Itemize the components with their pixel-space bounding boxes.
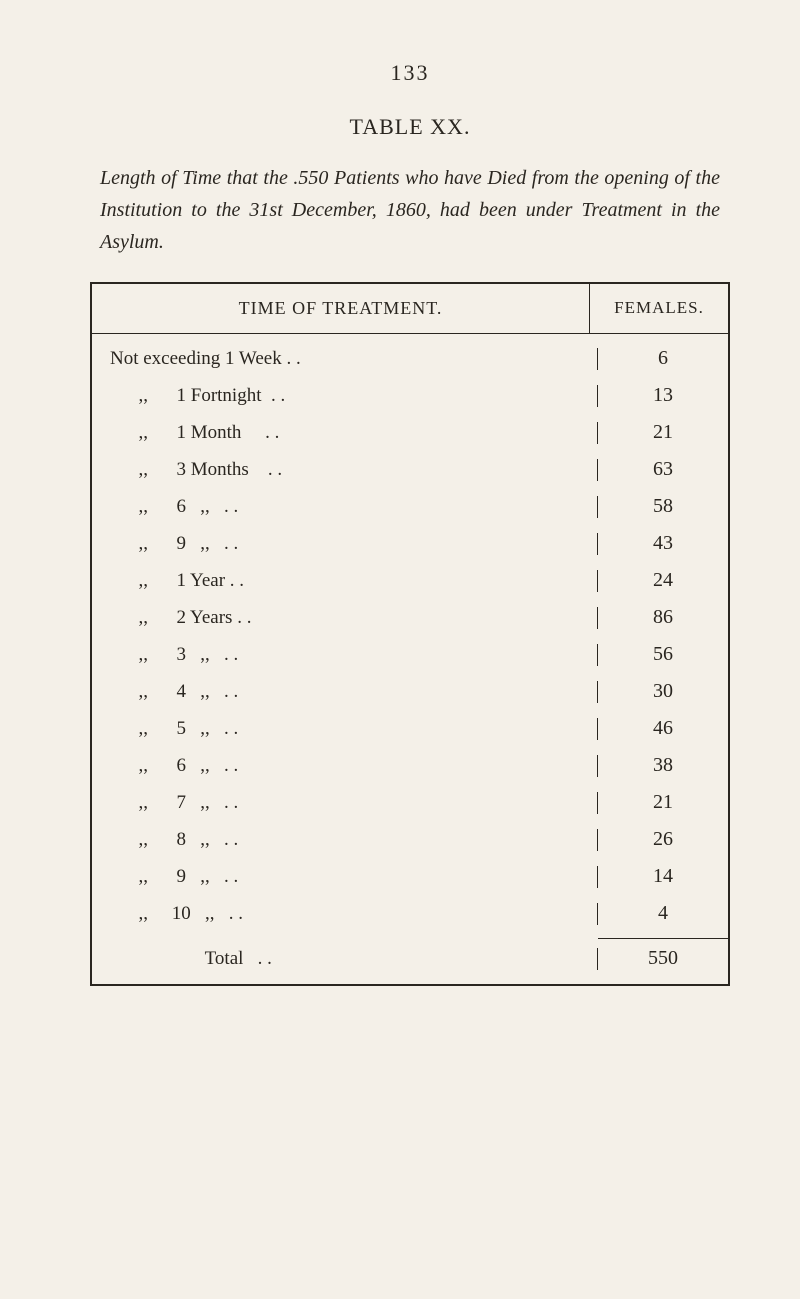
row-value: 43: [598, 532, 728, 555]
row-value: 26: [598, 828, 728, 851]
row-value: 30: [598, 680, 728, 703]
row-label: ,, 8 ,, . .: [92, 829, 598, 851]
table-row: ,, 7 ,, . . 21: [92, 784, 728, 821]
table-row: ,, 1 Month . . 21: [92, 414, 728, 451]
table-row: Not exceeding 1 Week . . 6: [92, 340, 728, 377]
total-value: 550: [598, 938, 728, 970]
caption-text: Length of Time that the .550 Patients wh…: [100, 167, 720, 253]
row-label: ,, 9 ,, . .: [92, 533, 598, 555]
table-row: ,, 10 ,, . . 4: [92, 895, 728, 932]
row-value: 86: [598, 606, 728, 629]
row-value: 58: [598, 495, 728, 518]
table-row: ,, 3 ,, . . 56: [92, 636, 728, 673]
row-label: ,, 3 Months . .: [92, 459, 598, 481]
table-row: ,, 3 Months . . 63: [92, 451, 728, 488]
row-value: 38: [598, 754, 728, 777]
table-body: Not exceeding 1 Week . . 6 ,, 1 Fortnigh…: [92, 334, 728, 984]
table-row: ,, 8 ,, . . 26: [92, 821, 728, 858]
table-row: ,, 2 Years . . 86: [92, 599, 728, 636]
row-label: ,, 10 ,, . .: [92, 903, 598, 925]
column-header-females: FEMALES.: [590, 284, 728, 333]
table-row: ,, 1 Fortnight . . 13: [92, 377, 728, 414]
row-label: ,, 6 ,, . .: [92, 755, 598, 777]
row-label: ,, 2 Years . .: [92, 607, 598, 629]
table-row: ,, 9 ,, . . 43: [92, 525, 728, 562]
row-value: 4: [598, 902, 728, 925]
table-row: ,, 6 ,, . . 58: [92, 488, 728, 525]
row-value: 21: [598, 791, 728, 814]
table-row: ,, 9 ,, . . 14: [92, 858, 728, 895]
table-title: TABLE XX.: [90, 114, 730, 140]
row-value: 24: [598, 569, 728, 592]
row-label: ,, 7 ,, . .: [92, 792, 598, 814]
table-row: ,, 6 ,, . . 38: [92, 747, 728, 784]
row-value: 6: [598, 347, 728, 370]
row-label: Not exceeding 1 Week . .: [92, 348, 598, 370]
table-row: ,, 5 ,, . . 46: [92, 710, 728, 747]
column-header-time: TIME OF TREATMENT.: [92, 284, 590, 333]
row-label: ,, 6 ,, . .: [92, 496, 598, 518]
row-label: ,, 4 ,, . .: [92, 681, 598, 703]
row-value: 46: [598, 717, 728, 740]
row-value: 13: [598, 384, 728, 407]
row-label: ,, 3 ,, . .: [92, 644, 598, 666]
treatment-table: TIME OF TREATMENT. FEMALES. Not exceedin…: [90, 282, 730, 986]
table-caption: Length of Time that the .550 Patients wh…: [100, 162, 720, 258]
row-label: ,, 9 ,, . .: [92, 866, 598, 888]
row-label: ,, 1 Fortnight . .: [92, 385, 598, 407]
total-row: Total . . 550: [92, 932, 728, 984]
table-header-row: TIME OF TREATMENT. FEMALES.: [92, 284, 728, 334]
row-label: ,, 1 Month . .: [92, 422, 598, 444]
row-value: 21: [598, 421, 728, 444]
table-row: ,, 4 ,, . . 30: [92, 673, 728, 710]
page-number: 133: [90, 60, 730, 86]
table-row: ,, 1 Year . . 24: [92, 562, 728, 599]
row-value: 56: [598, 643, 728, 666]
total-label: Total . .: [92, 948, 598, 970]
row-value: 63: [598, 458, 728, 481]
row-label: ,, 1 Year . .: [92, 570, 598, 592]
row-label: ,, 5 ,, . .: [92, 718, 598, 740]
row-value: 14: [598, 865, 728, 888]
